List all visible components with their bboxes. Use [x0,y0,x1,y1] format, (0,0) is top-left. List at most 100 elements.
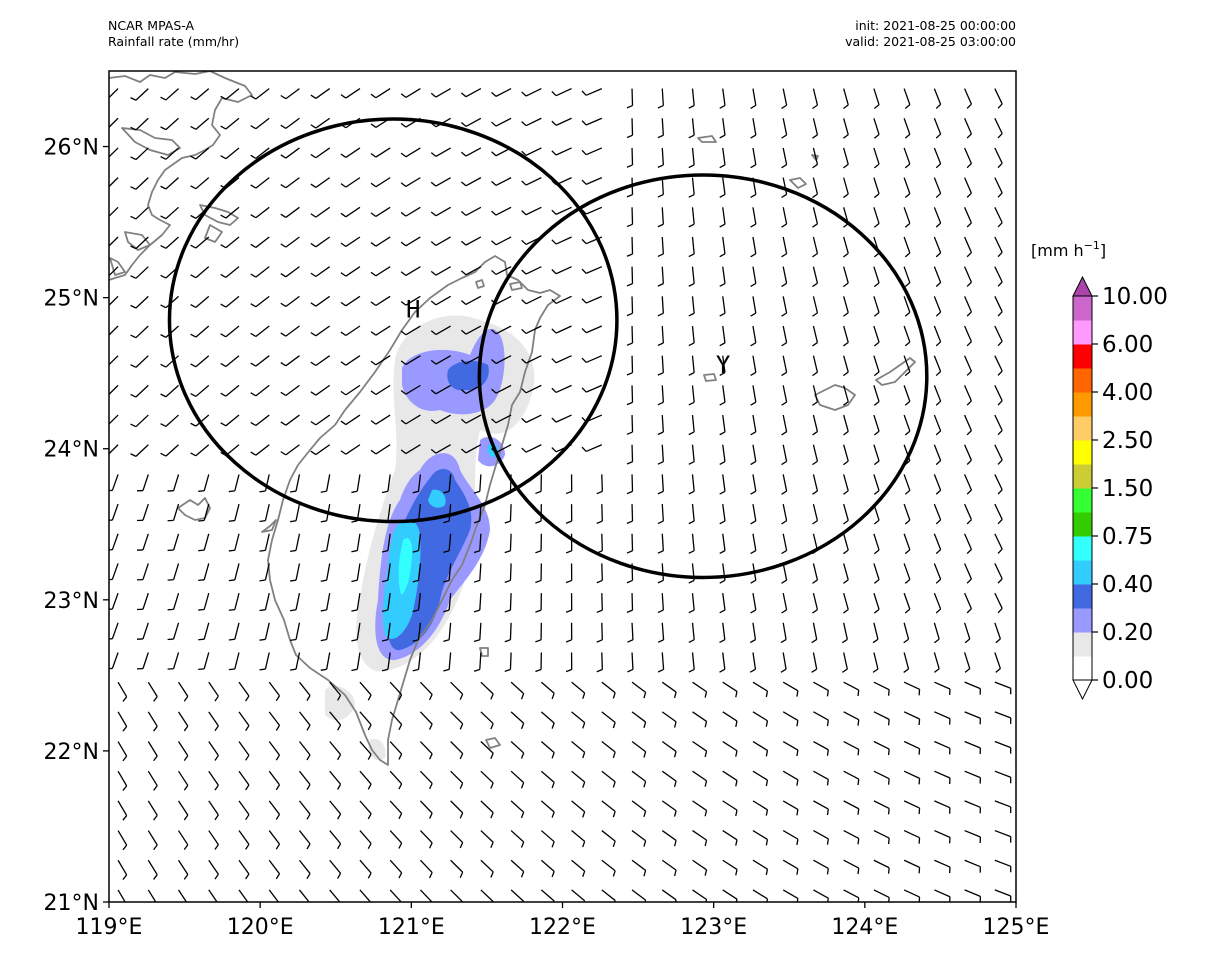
wind-barb [190,444,210,457]
wind-barb [994,622,1002,644]
wind-barb [443,622,452,643]
colorbar-swatch [1073,440,1092,465]
wind-barb [460,325,482,335]
wind-barb [290,592,301,612]
wind-barb [370,444,391,455]
colorbar-swatch [1073,296,1092,321]
wind-barb [259,592,270,612]
wind-barb [389,770,403,790]
wind-barb [812,563,819,584]
wind-barb [994,117,1003,139]
wind-barb [719,622,726,644]
wind-barb [873,88,880,110]
wind-barb [933,592,942,614]
wind-barb [250,384,270,397]
wind-barb [750,593,757,614]
wind-barb [521,295,542,305]
wind-barb [903,563,911,584]
wind-barb [177,741,189,761]
wind-barb [351,593,361,612]
wind-barb [167,622,180,641]
wind-barb [781,444,788,466]
wind-barb [540,770,555,789]
wind-barb [109,414,119,425]
wind-barb [626,207,634,228]
wind-barb [443,533,452,553]
wind-barb [657,88,664,109]
wind-barb [781,592,788,614]
wind-barb [750,207,757,228]
wind-barb [117,830,128,851]
wind-barb [450,770,464,789]
wind-barb [873,770,890,785]
wind-barb [688,266,695,287]
wind-barb [521,355,542,364]
colorbar-tick-label: 0.40 [1102,572,1153,598]
wind-barb [473,474,482,494]
wind-barb [504,652,512,672]
wind-barb [581,295,603,304]
wind-barb [631,770,647,788]
wind-barb [310,444,331,456]
wind-barb [480,830,494,849]
wind-barb [581,87,603,96]
wind-barb [781,474,788,495]
wind-barb [749,652,757,673]
wind-barb [340,325,361,337]
wind-barb [510,711,525,730]
wind-barb [340,355,361,366]
wind-barb [581,117,603,126]
wind-barb [250,88,270,100]
wind-barb [340,266,361,277]
colorbar-tick-label: 0.00 [1102,668,1153,694]
wind-barb [964,355,973,376]
wind-barb [596,652,603,673]
wind-barb [521,384,542,394]
wind-barb [688,444,695,465]
wind-barb [250,177,270,189]
colorbar-swatch [1073,536,1092,561]
wind-barb [521,88,542,97]
wind-barb [692,859,708,876]
wind-barb [238,711,250,732]
china-coastline [199,204,239,226]
wind-barb [934,740,951,755]
wind-barb [873,207,880,228]
wind-barb [400,177,421,188]
wind-barb [450,741,464,760]
lon-tick-label: 125°E [983,915,1050,940]
wind-barb [934,711,951,725]
wind-barb [596,622,603,643]
wind-barb [843,88,849,110]
wind-barb [510,830,525,848]
wind-barb [873,740,890,756]
wind-barb [400,295,421,306]
wind-barb [130,88,149,101]
wind-barb [473,622,482,643]
wind-barb [298,681,311,701]
wind-barb [752,770,769,787]
rain-heavy-area [428,489,446,508]
wind-barb [504,504,512,524]
wind-barb [782,711,799,727]
wind-barb [994,770,1012,784]
wind-barb [781,563,788,584]
wind-barb [190,266,210,279]
wind-barb [964,829,981,844]
wind-barb [117,741,128,762]
wind-barb [657,236,664,258]
colorbar-tick-label: 0.75 [1102,524,1153,550]
wind-barb [491,206,512,216]
wind-barb [167,533,180,552]
wind-barb [661,859,677,877]
wind-barb [873,296,880,317]
wind-barb [781,207,788,228]
wind-barb [657,444,664,465]
wind-barb [535,593,542,613]
wind-barb [903,859,921,874]
lat-tick-label: 24°N [44,438,99,463]
wind-barb [551,384,572,394]
wind-barb [535,622,542,643]
wind-barb [719,504,726,525]
wind-barb [381,622,391,642]
